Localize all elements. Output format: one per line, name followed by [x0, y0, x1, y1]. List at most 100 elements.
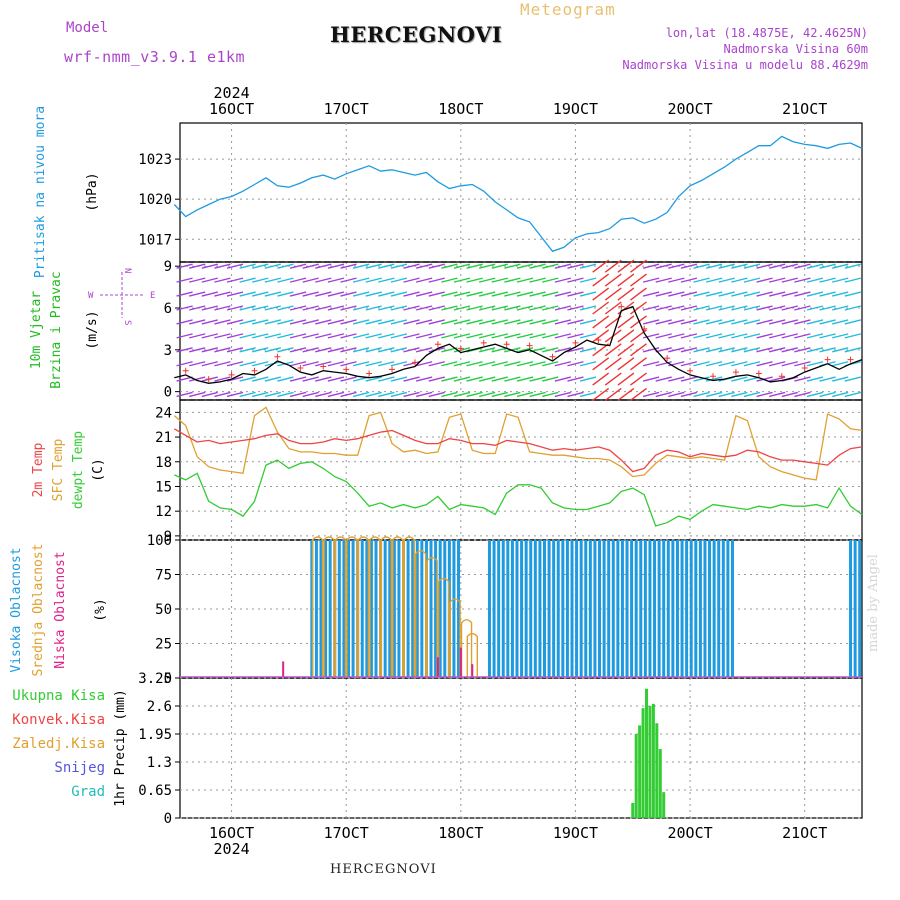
wind-barb — [668, 333, 685, 339]
cloud-mid-mark — [346, 536, 358, 678]
wind-barb — [403, 376, 420, 382]
wind-barb — [743, 391, 761, 398]
wind-barb — [819, 376, 836, 382]
wind-barb — [226, 305, 244, 311]
bottom-year-label: 2024 — [214, 840, 250, 858]
wind-barb — [441, 391, 458, 398]
wind-barb — [604, 343, 622, 357]
cloud-mid-axis-label: Srednja Oblacnost — [31, 543, 46, 676]
wind-barb — [542, 291, 559, 297]
wind-barb — [592, 287, 610, 301]
cloud-high-bar — [342, 540, 346, 678]
wind-barb — [504, 263, 521, 269]
wind-barb — [340, 291, 357, 297]
wind-barb — [693, 263, 710, 269]
cloud-high-bar — [643, 540, 647, 678]
wind-barb — [756, 347, 773, 353]
wind-barb — [844, 391, 862, 398]
cloud-high-bar — [634, 540, 638, 678]
wind-gust-mark — [503, 341, 510, 348]
wind-barb — [743, 361, 761, 367]
wind-barb — [327, 391, 345, 398]
wind-barb — [794, 391, 811, 398]
cloud-high-bar — [579, 540, 583, 678]
wind-barb — [693, 319, 710, 325]
cloud-high-bar — [556, 540, 560, 678]
wind-barb — [529, 263, 546, 269]
wind-barb — [819, 333, 836, 339]
wind-barb — [441, 361, 458, 367]
wind-barb — [529, 291, 546, 297]
wind-barb — [554, 376, 572, 382]
wind-barb — [176, 291, 193, 297]
cloud-high-axis-label: Visoka Oblacnost — [9, 547, 24, 672]
wind-gust-mark — [411, 359, 418, 366]
wind-barb — [693, 361, 710, 367]
wind-barb — [252, 263, 269, 269]
precip-unit-label: 1hr Precip (mm) — [113, 689, 128, 806]
wind-barb — [428, 333, 445, 339]
wind-barb — [289, 361, 307, 367]
wind-barb — [554, 263, 572, 269]
cloud-high-bar — [630, 540, 634, 678]
wind-barb — [844, 333, 862, 339]
wind-barb — [289, 319, 307, 325]
wind-barb — [655, 305, 672, 311]
cloud-high-bar — [666, 540, 670, 678]
wind-barb — [264, 277, 282, 283]
wind-barb — [327, 305, 345, 311]
wind-barb — [705, 277, 723, 283]
wind-gust-mark — [664, 355, 671, 362]
wind-barb — [415, 319, 433, 325]
wind-barb — [214, 347, 231, 353]
wind-barb — [592, 259, 610, 273]
wind-barb — [415, 333, 433, 339]
cloud-high-bar — [520, 540, 524, 678]
wind-barb — [264, 319, 282, 325]
wind-barb — [504, 291, 521, 297]
wind-barb — [769, 361, 786, 367]
wind-barb — [642, 291, 660, 297]
wind-barb — [214, 305, 231, 311]
wind-barb — [378, 333, 395, 339]
wind-barb — [604, 273, 622, 287]
wind-barb — [529, 277, 546, 283]
wind-barb — [201, 319, 218, 325]
cloud-high-bar — [620, 540, 624, 678]
cloud-high-bar — [726, 540, 730, 678]
wind-barb — [214, 391, 231, 398]
wind-barb — [668, 277, 685, 283]
wind-barb — [415, 305, 433, 311]
wind-barb — [189, 305, 206, 311]
wind-barb — [491, 333, 508, 339]
pressure-unit-label: (hPa) — [85, 172, 100, 211]
wind-barb — [504, 391, 521, 398]
wind-gust-mark — [595, 337, 602, 344]
wind-barb — [668, 305, 685, 311]
wind-barb — [289, 347, 307, 353]
wind-barb — [390, 333, 408, 339]
cloud-high-bar — [607, 540, 611, 678]
cloud-high-bar — [675, 540, 679, 678]
precip-bar — [655, 723, 659, 818]
wind-barb — [453, 319, 471, 325]
wind-barb — [718, 291, 735, 297]
cloud-high-bar — [333, 540, 337, 678]
wind-barb — [554, 319, 572, 325]
wind-barb — [289, 391, 307, 398]
ytick-label-wind: 6 — [164, 301, 172, 317]
wind-barb — [554, 305, 572, 311]
cloud-high-bar — [411, 540, 415, 678]
wind-barb — [579, 319, 597, 325]
compass-west: W — [88, 291, 94, 301]
wind-barb — [428, 291, 445, 297]
wind-barb — [504, 277, 521, 283]
wind-barb — [390, 361, 408, 367]
wind-barb — [479, 376, 496, 382]
cloud-high-bar — [561, 540, 565, 678]
ytick-label-temperature: 24 — [155, 405, 172, 421]
wind-barb — [680, 305, 698, 311]
wind-barb — [832, 291, 849, 297]
wind-barb — [415, 291, 433, 297]
wind-barb — [705, 376, 723, 382]
